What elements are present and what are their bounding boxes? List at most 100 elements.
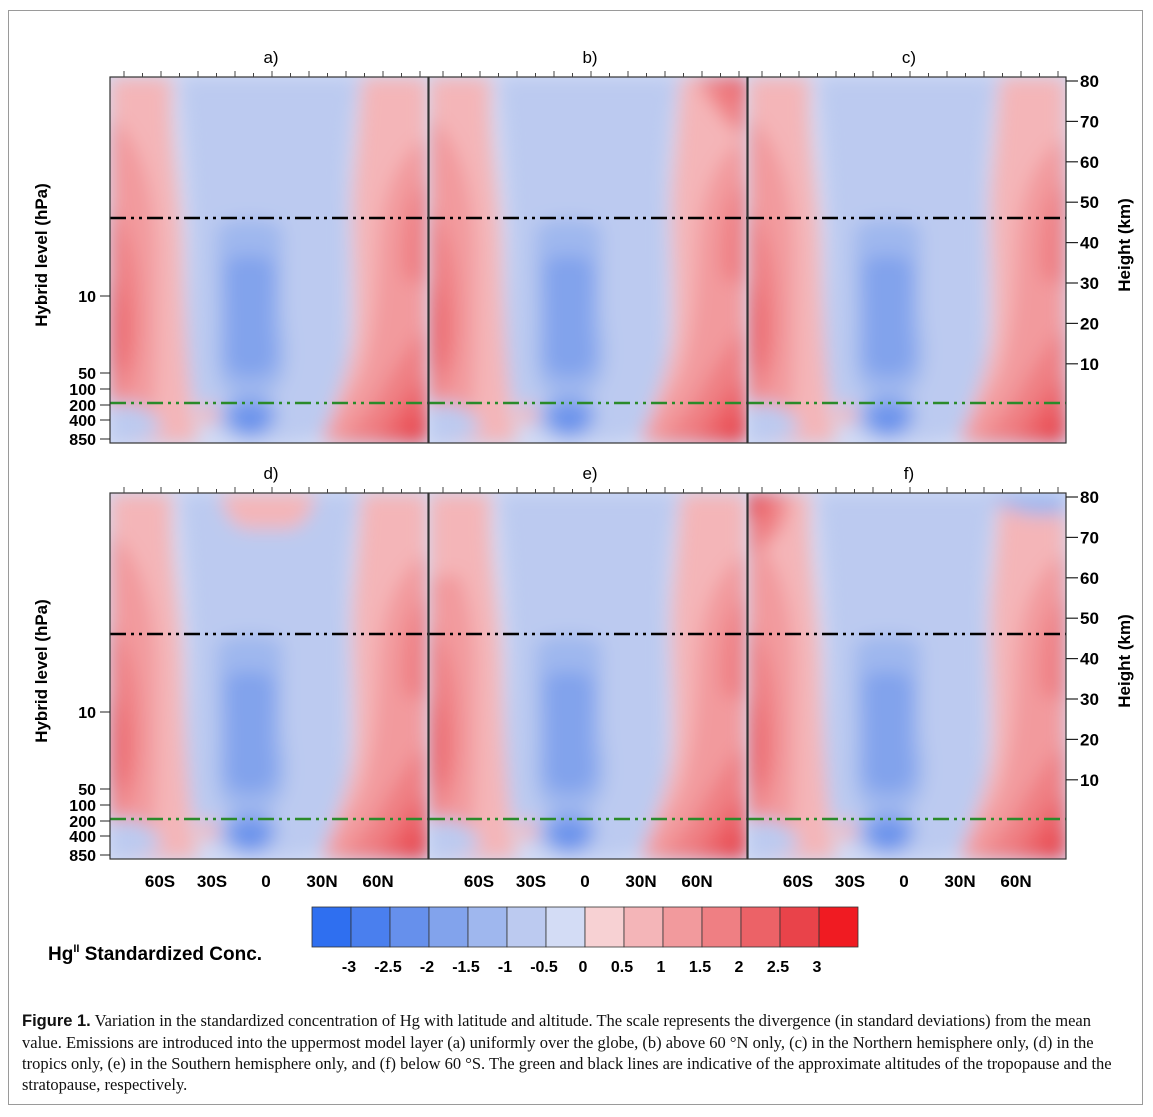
- right-tick-label: 80: [1080, 72, 1099, 91]
- panel-label: f): [904, 464, 914, 483]
- contour-region: [222, 493, 314, 529]
- figure-frame: [8, 10, 1143, 1105]
- contour-region: [871, 408, 905, 431]
- colorbar-tick-label: 3: [813, 959, 822, 976]
- panel-label: b): [582, 48, 597, 67]
- colorbar-swatch: [779, 906, 820, 948]
- left-tick-label: 10: [78, 289, 96, 306]
- right-tick-label: 10: [1080, 771, 1099, 790]
- right-axis-title: Height (km): [1115, 614, 1134, 708]
- x-tick-label: 60S: [783, 872, 813, 891]
- x-tick-label: 60N: [1000, 872, 1031, 891]
- left-tick-label: 50: [78, 782, 96, 799]
- right-tick-label: 50: [1080, 193, 1099, 212]
- colorbar-title: HgII Standardized Conc.: [48, 943, 262, 965]
- panel-5: e): [428, 464, 748, 860]
- contour-region: [233, 408, 267, 431]
- contour-region: [748, 277, 763, 373]
- x-tick-label: 0: [899, 872, 908, 891]
- contour-field: [110, 493, 428, 859]
- contour-region: [402, 177, 428, 287]
- left-tick-label: 100: [69, 382, 96, 399]
- colorbar-tick-label: 2: [735, 959, 744, 976]
- colorbar-swatch: [389, 906, 430, 948]
- x-tick-label: 60N: [362, 872, 393, 891]
- x-tick-label: 60S: [145, 872, 175, 891]
- contour-region: [717, 407, 747, 443]
- x-tick-label: 30S: [197, 872, 227, 891]
- contour-region: [200, 820, 218, 841]
- contour-region: [519, 820, 537, 841]
- x-tick-label: 30S: [835, 872, 865, 891]
- contour-region: [748, 693, 763, 789]
- right-tick-label: 40: [1080, 234, 1099, 253]
- contour-field: [110, 77, 428, 443]
- contour-region: [429, 818, 480, 859]
- panel-label: e): [582, 464, 597, 483]
- colorbar-tick-label: -1: [498, 959, 512, 976]
- contour-region: [1040, 593, 1066, 703]
- left-tick-label: 400: [69, 413, 96, 430]
- panel-border: [428, 76, 748, 444]
- right-tick-label: 30: [1080, 274, 1099, 293]
- contour-region: [1036, 407, 1066, 443]
- colorbar-swatch: [623, 906, 664, 948]
- right-tick-label: 30: [1080, 690, 1099, 709]
- contour-region: [398, 823, 428, 859]
- x-tick-label: 30N: [625, 872, 656, 891]
- contour-region: [429, 277, 444, 373]
- contour-region: [721, 77, 747, 103]
- x-tick-label: 30N: [306, 872, 337, 891]
- panel-4: d): [109, 464, 429, 860]
- contour-region: [1040, 177, 1066, 287]
- right-tick-label: 80: [1080, 488, 1099, 507]
- contour-region: [225, 255, 277, 377]
- right-tick-label: 40: [1080, 650, 1099, 669]
- left-tick-label: 850: [69, 848, 96, 865]
- contour-field: [429, 77, 747, 443]
- colorbar-tick-label: 1: [657, 959, 666, 976]
- panel-1: a): [109, 48, 429, 444]
- contour-region: [225, 671, 277, 793]
- contour-region: [838, 404, 856, 425]
- contour-region: [552, 824, 586, 847]
- x-tick-label: 60S: [464, 872, 494, 891]
- contour-region: [748, 818, 799, 859]
- colorbar-tick-label: -2: [420, 959, 434, 976]
- panel-label: d): [263, 464, 278, 483]
- caption-text: Variation in the standardized concentrat…: [22, 1011, 1112, 1094]
- panel-border: [109, 492, 429, 860]
- colorbar-swatch: [662, 906, 703, 948]
- colorbar-tick-label: 0.5: [611, 959, 633, 976]
- left-tick-label: 100: [69, 798, 96, 815]
- panel-2: b): [428, 48, 748, 444]
- contour-region: [863, 671, 915, 793]
- left-tick-label: 50: [78, 366, 96, 383]
- left-tick-label: 10: [78, 705, 96, 722]
- left-tick-label: 200: [69, 814, 96, 831]
- contour-region: [398, 407, 428, 443]
- contour-region: [721, 593, 747, 703]
- contour-region: [429, 402, 480, 443]
- left-tick-label: 200: [69, 398, 96, 415]
- colorbar-tick-label: 0: [579, 959, 588, 976]
- left-axis-title: Hybrid level (hPa): [32, 599, 51, 743]
- panel-label: c): [902, 48, 916, 67]
- contour-region: [871, 824, 905, 847]
- contour-region: [552, 408, 586, 431]
- contour-region: [519, 404, 537, 425]
- contour-region: [544, 671, 596, 793]
- right-axis-2: 80 70 60 50 40 30 20 10 Height (km): [1066, 488, 1134, 790]
- contour-region: [721, 177, 747, 287]
- contour-region: [838, 820, 856, 841]
- colorbar-swatch: [311, 906, 352, 948]
- contour-region: [233, 824, 267, 847]
- right-tick-label: 20: [1080, 730, 1099, 749]
- x-tick-label: 0: [580, 872, 589, 891]
- contour-region: [110, 277, 125, 373]
- contour-region: [200, 404, 218, 425]
- panel-border: [428, 492, 748, 860]
- colorbar-swatch: [467, 906, 508, 948]
- figure-caption: Figure 1. Variation in the standardized …: [22, 1010, 1132, 1095]
